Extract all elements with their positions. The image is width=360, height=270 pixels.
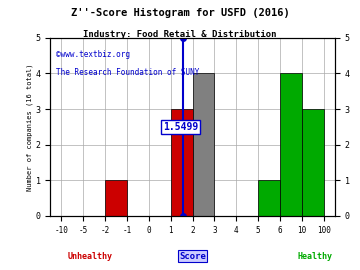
Y-axis label: Number of companies (16 total): Number of companies (16 total) — [26, 63, 33, 191]
Bar — [280, 73, 302, 216]
Bar — [193, 73, 215, 216]
Text: Healthy: Healthy — [298, 252, 333, 261]
Bar — [105, 180, 127, 216]
Text: Z''-Score Histogram for USFD (2016): Z''-Score Histogram for USFD (2016) — [71, 8, 289, 18]
Text: Unhealthy: Unhealthy — [67, 252, 112, 261]
Text: 1.5499: 1.5499 — [163, 122, 198, 132]
Bar — [302, 109, 324, 216]
Text: Score: Score — [179, 252, 206, 261]
Bar — [171, 109, 193, 216]
Bar — [258, 180, 280, 216]
Text: Industry: Food Retail & Distribution: Industry: Food Retail & Distribution — [83, 30, 277, 39]
Text: The Research Foundation of SUNY: The Research Foundation of SUNY — [56, 68, 199, 77]
Text: ©www.textbiz.org: ©www.textbiz.org — [56, 50, 130, 59]
